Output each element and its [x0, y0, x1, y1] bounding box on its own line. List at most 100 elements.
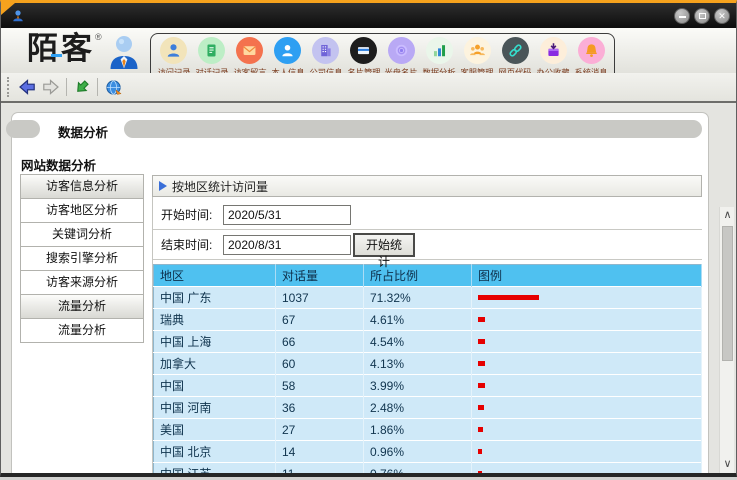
legend-bar — [478, 471, 482, 473]
start-time-input[interactable] — [223, 204, 351, 225]
table-row[interactable]: 瑞典 67 4.61% — [153, 308, 702, 331]
cell-count: 58 — [275, 374, 364, 397]
toolbar-item-label: 公司信息 — [309, 67, 342, 79]
sidebar-item-6[interactable]: 流量分析 — [20, 294, 144, 319]
analysis-sidebar: 访客信息分析 访客地区分析 关键词分析 搜索引擎分析 访客来源分析 流量分析 流量分析 — [20, 174, 144, 343]
office-favorites-icon — [539, 37, 567, 64]
toolbar-item-8[interactable]: 数据分析 — [420, 37, 458, 79]
cell-legend — [471, 352, 702, 375]
column-header-2: 对话量 — [275, 264, 364, 287]
cell-percent: 4.54% — [363, 330, 472, 353]
scroll-down-icon[interactable]: ∨ — [723, 458, 732, 470]
table-row[interactable]: 中国 广东 1037 71.32% — [153, 286, 702, 309]
app-person-icon — [13, 9, 23, 21]
back-button[interactable] — [15, 75, 39, 99]
cell-legend — [471, 396, 702, 419]
cell-region: 中国 河南 — [153, 396, 276, 419]
toolbar-item-3[interactable]: 访客留言 — [231, 37, 269, 79]
chat-records-icon — [198, 37, 226, 64]
toolbar-item-label: 访问记录 — [157, 67, 190, 79]
cell-region: 中国 — [153, 374, 276, 397]
nav-separator — [66, 78, 67, 96]
corner-accent — [1, 3, 15, 15]
forward-button[interactable] — [39, 75, 63, 99]
tab-data-analysis[interactable]: 数据分析 — [58, 126, 109, 140]
cell-count: 67 — [275, 308, 364, 331]
toolbar-item-5[interactable]: 公司信息 — [307, 37, 345, 79]
column-header-4: 图例 — [471, 264, 702, 287]
cell-count: 60 — [275, 352, 364, 375]
brand-logo: 陌客 ® — [27, 31, 142, 71]
table-row[interactable]: 美国 27 1.86% — [153, 418, 702, 441]
sidebar-item-2[interactable]: 访客地区分析 — [20, 198, 144, 223]
go-jump-button[interactable] — [70, 75, 94, 99]
table-row[interactable]: 中国 58 3.99% — [153, 374, 702, 397]
visit-records-icon — [160, 37, 188, 64]
scroll-up-icon[interactable]: ∧ — [723, 209, 732, 221]
globe-icon — [105, 79, 122, 95]
toolbar-item-1[interactable]: 访问记录 — [155, 37, 193, 79]
end-time-row: 结束时间: 开始统计 — [153, 230, 702, 269]
toolbar-item-12[interactable]: 系统消息 — [572, 37, 610, 79]
table-row[interactable]: 中国 北京 14 0.96% — [153, 440, 702, 463]
region-stats-table: 地区 对话量 所占比例 图例 中国 广东 1037 71.32% 瑞典 67 4.61% 中国 上… — [153, 264, 702, 473]
legend-bar — [478, 361, 485, 366]
sidebar-item-1[interactable]: 访客信息分析 — [20, 174, 144, 199]
vertical-scrollbar[interactable]: ∧ ∨ — [719, 207, 734, 473]
legend-bar — [478, 339, 485, 344]
end-time-input[interactable] — [223, 234, 351, 255]
sidebar-item-4[interactable]: 搜索引擎分析 — [20, 246, 144, 271]
cell-region: 美国 — [153, 418, 276, 441]
scrollbar-thumb[interactable] — [722, 226, 733, 361]
column-header-3: 所占比例 — [363, 264, 472, 287]
my-info-icon — [274, 37, 302, 64]
table-row[interactable]: 中国 上海 66 4.54% — [153, 330, 702, 353]
title-bar: ✕ — [1, 3, 736, 28]
table-row[interactable]: 中国 江苏 11 0.76% — [153, 462, 702, 473]
toolbar-item-2[interactable]: 对话记录 — [193, 37, 231, 79]
cell-count: 14 — [275, 440, 364, 463]
cell-legend — [471, 308, 702, 331]
blue-arrow-icon — [159, 181, 167, 191]
toolbar-item-11[interactable]: 办公收藏 — [534, 37, 572, 79]
sidebar-item-7[interactable]: 流量分析 — [20, 318, 144, 343]
toolbar-item-6[interactable]: 名片管理 — [345, 37, 383, 79]
cell-region: 中国 上海 — [153, 330, 276, 353]
toolbar-item-label: 名片管理 — [347, 67, 380, 79]
maximize-button[interactable] — [694, 7, 710, 24]
maximize-glyph — [699, 12, 706, 19]
table-body: 中国 广东 1037 71.32% 瑞典 67 4.61% 中国 上海 66 4.54% 加拿大 6… — [153, 286, 702, 473]
start-statistics-button[interactable]: 开始统计 — [353, 233, 415, 269]
cell-region: 中国 广东 — [153, 286, 276, 309]
cell-percent: 71.32% — [363, 286, 472, 309]
legend-bar — [478, 427, 483, 432]
table-header-row: 地区 对话量 所占比例 图例 — [153, 264, 702, 287]
legend-bar — [478, 317, 485, 322]
cell-count: 36 — [275, 396, 364, 419]
visitor-message-icon — [236, 37, 264, 64]
toolbar-item-4[interactable]: 本人信息 — [269, 37, 307, 79]
close-button[interactable]: ✕ — [714, 7, 730, 24]
cell-count: 66 — [275, 330, 364, 353]
forward-arrow-icon — [43, 79, 59, 95]
table-row[interactable]: 加拿大 60 4.13% — [153, 352, 702, 375]
toolbar-item-7[interactable]: 光盘名片 — [383, 37, 421, 79]
content-background: 数据分析 网站数据分析 访客信息分析 访客地区分析 关键词分析 搜索引擎分析 访客来源分… — [1, 105, 736, 473]
toolbar-item-9[interactable]: 客服管理 — [458, 37, 496, 79]
sidebar-item-3[interactable]: 关键词分析 — [20, 222, 144, 247]
cell-percent: 1.86% — [363, 418, 472, 441]
toolbar-item-10[interactable]: 网页代码 — [496, 37, 534, 79]
nav-toolbar — [1, 73, 736, 103]
cell-legend — [471, 330, 702, 353]
browser-home-button[interactable] — [101, 75, 125, 99]
toolbar-item-label: 本人信息 — [271, 67, 304, 79]
sidebar-item-5[interactable]: 访客来源分析 — [20, 270, 144, 295]
table-row[interactable]: 中国 河南 36 2.48% — [153, 396, 702, 419]
start-time-label: 开始时间: — [161, 208, 213, 222]
brand-name: 陌客 — [27, 31, 95, 66]
cell-percent: 2.48% — [363, 396, 472, 419]
minimize-button[interactable] — [674, 7, 690, 24]
cell-legend — [471, 462, 702, 473]
nav-separator-2 — [97, 78, 98, 96]
